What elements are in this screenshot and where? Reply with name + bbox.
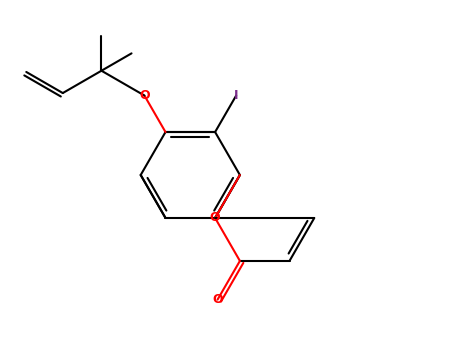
- Text: O: O: [212, 293, 223, 306]
- Text: O: O: [139, 89, 150, 102]
- Text: I: I: [234, 89, 238, 102]
- Text: O: O: [210, 211, 220, 224]
